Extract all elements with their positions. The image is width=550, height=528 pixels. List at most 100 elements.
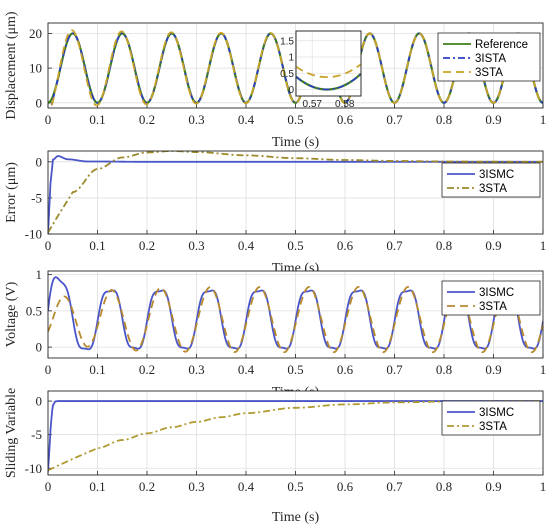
inset-x-tick-label: 0.57 (303, 99, 323, 110)
legend-label: 3STA (475, 67, 503, 79)
inset-border (295, 30, 362, 97)
y-axis-label: Sliding Variable (4, 388, 19, 478)
x-tick-label: 0 (45, 238, 52, 253)
y-tick-label: 0 (36, 394, 43, 409)
inset-series-line (296, 73, 361, 91)
inset-y-tick-label: 0.5 (280, 69, 294, 80)
y-tick-label: 0.5 (26, 303, 42, 318)
x-tick-label: 1 (540, 112, 547, 127)
legend-label: 3ISMC (479, 169, 514, 181)
x-tick-label: 0.4 (238, 112, 255, 127)
y-tick-label: -5 (31, 190, 42, 205)
x-axis-label: Time (s) (272, 510, 320, 525)
x-tick-label: 0.8 (436, 479, 452, 494)
x-tick-label: 0.5 (287, 238, 303, 253)
x-tick-label: 0 (45, 362, 52, 377)
x-tick-label: 0.7 (386, 112, 403, 127)
x-tick-label: 0.9 (485, 238, 501, 253)
x-tick-label: 0.8 (436, 238, 452, 253)
x-tick-label: 0.2 (139, 238, 155, 253)
y-axis-label: Error (μm) (4, 162, 19, 223)
legend: 3ISMC 3STA (441, 162, 541, 198)
x-tick-label: 0.3 (188, 112, 204, 127)
legend-label: 3STA (479, 421, 507, 433)
legend: Reference 3ISTA 3STA (437, 32, 541, 82)
legend-label: 3STA (479, 183, 507, 195)
axes-frame (47, 150, 544, 235)
x-tick-label: 0.2 (139, 362, 155, 377)
axes-frame (47, 270, 544, 359)
x-tick-label: 0.1 (89, 362, 105, 377)
x-tick-label: 0.6 (337, 238, 354, 253)
legend-label: 3STA (479, 301, 507, 313)
legend-box (437, 32, 541, 82)
legend: 3ISMC 3STA (441, 400, 541, 436)
y-tick-label: 10 (29, 61, 42, 76)
y-tick-label: -10 (25, 461, 42, 476)
x-axis-label: Time (s) (272, 135, 320, 150)
chart-panel-2: 0 0.1 0.2 0.3 0.4 0.5 0.6 0.7 0.8 0.9 1-10-50Time … (4, 150, 547, 276)
x-tick-label: 0.3 (188, 479, 204, 494)
y-axis-label: Voltage (V) (4, 281, 19, 347)
x-tick-label: 0.4 (238, 238, 255, 253)
legend-label: 3ISMC (479, 287, 514, 299)
series-line-3sta (48, 286, 543, 354)
inset-y-tick-label: 1.5 (280, 36, 294, 47)
y-tick-label: 0 (36, 95, 43, 110)
inset-y-tick-label: 0 (288, 85, 294, 96)
inset-axes: 0 0.5 1 1.5 0.57 0.58 (280, 30, 362, 110)
x-tick-label: 1 (540, 479, 547, 494)
x-tick-label: 0.4 (238, 362, 255, 377)
x-tick-label: 0.5 (287, 112, 303, 127)
axes-frame (47, 390, 544, 476)
x-tick-label: 0.6 (337, 362, 354, 377)
x-tick-label: 0.8 (436, 362, 452, 377)
x-tick-label: 0.1 (89, 112, 105, 127)
x-tick-label: 0.4 (238, 479, 255, 494)
inset-x-tick-label: 0.58 (335, 99, 355, 110)
series-line-3ismc (48, 155, 543, 234)
y-tick-label: 1 (36, 267, 43, 282)
x-tick-label: 0.7 (386, 362, 403, 377)
x-tick-label: 0.3 (188, 362, 204, 377)
x-tick-label: 0.5 (287, 362, 303, 377)
x-tick-label: 1 (540, 238, 547, 253)
legend-box (441, 280, 541, 316)
x-tick-label: 0.1 (89, 479, 105, 494)
legend-label: Reference (475, 39, 528, 51)
legend-box (441, 400, 541, 436)
legend-label: 3ISTA (475, 53, 506, 65)
y-axis-label: Displacement (μm) (4, 11, 19, 120)
y-tick-label: -5 (31, 427, 42, 442)
x-tick-label: 0.7 (386, 238, 403, 253)
x-tick-label: 0.9 (485, 362, 501, 377)
y-tick-label: 0 (36, 340, 43, 355)
x-tick-label: 1 (540, 362, 547, 377)
legend: 3ISMC 3STA (441, 280, 541, 316)
y-tick-label: 0 (36, 154, 43, 169)
x-tick-label: 0.2 (139, 479, 155, 494)
x-tick-label: 0.2 (139, 112, 155, 127)
x-tick-label: 0.3 (188, 238, 204, 253)
y-tick-label: -10 (25, 227, 42, 242)
x-tick-label: 0.8 (436, 112, 452, 127)
inset-series-line (296, 63, 361, 79)
legend-box (441, 162, 541, 198)
x-tick-label: 0.6 (337, 112, 354, 127)
x-tick-label: 0.9 (485, 479, 501, 494)
x-tick-label: 0 (45, 112, 52, 127)
x-tick-label: 0 (45, 479, 52, 494)
y-tick-label: 20 (29, 26, 42, 41)
inset-y-tick-label: 1 (288, 53, 294, 64)
chart-panel-4: 0 0.1 0.2 0.3 0.4 0.5 0.6 0.7 0.8 0.9 1 -10 -5 0 Time … (4, 388, 546, 525)
x-tick-label: 0.5 (287, 479, 303, 494)
legend-label: 3ISMC (479, 407, 514, 419)
x-tick-label: 0.7 (386, 479, 403, 494)
x-tick-label: 0.6 (337, 479, 354, 494)
x-tick-label: 0.9 (485, 112, 501, 127)
axes-frame (47, 22, 544, 109)
x-tick-label: 0.1 (89, 238, 105, 253)
